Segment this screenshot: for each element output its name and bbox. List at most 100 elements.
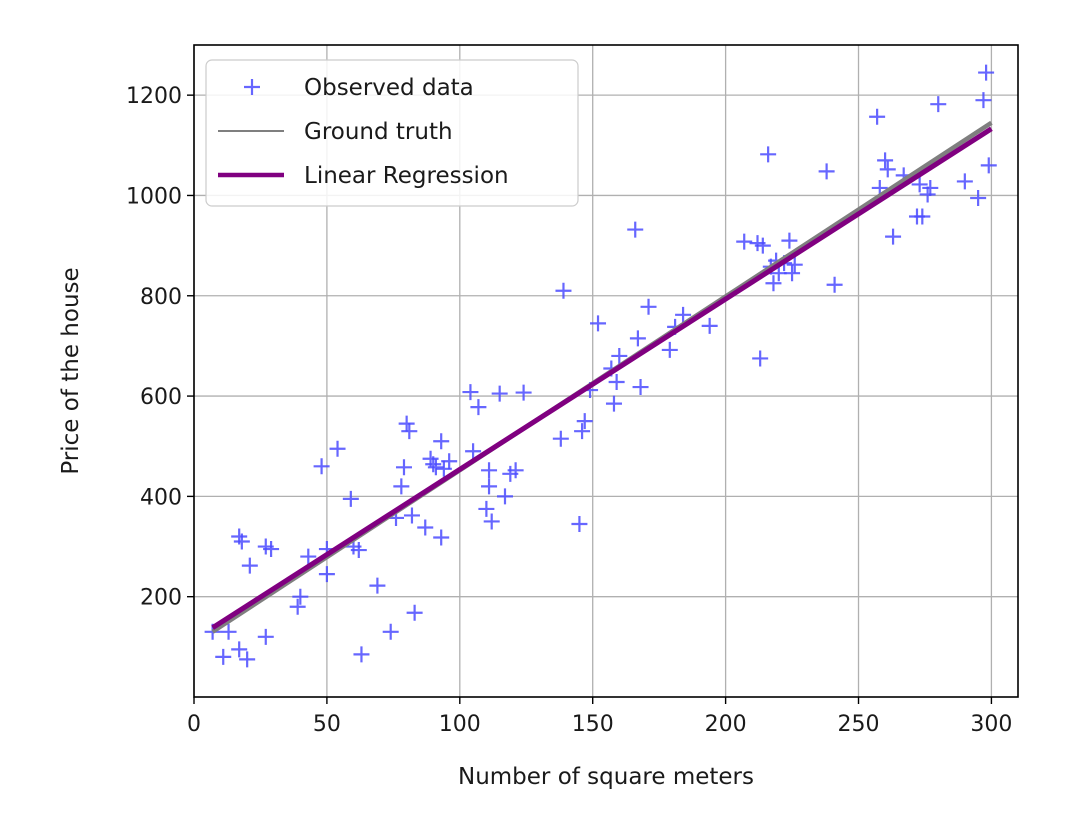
data-point	[826, 276, 843, 293]
data-point	[627, 221, 644, 238]
data-point	[555, 282, 572, 299]
data-point	[576, 413, 593, 430]
data-point	[382, 623, 399, 640]
data-point	[877, 152, 894, 169]
data-point	[350, 542, 367, 559]
data-point	[462, 384, 479, 401]
data-point	[590, 315, 607, 332]
data-point	[433, 529, 450, 546]
y-tick-label: 600	[140, 385, 182, 410]
data-point	[313, 458, 330, 475]
data-point	[605, 395, 622, 412]
data-point	[231, 641, 248, 658]
data-point	[914, 208, 931, 225]
data-point	[760, 146, 777, 163]
data-point	[784, 265, 801, 282]
data-point	[369, 577, 386, 594]
data-point	[818, 163, 835, 180]
data-point	[215, 648, 232, 665]
data-point	[329, 440, 346, 457]
data-point	[552, 430, 569, 447]
data-point	[640, 298, 657, 315]
legend-label: Linear Regression	[304, 163, 509, 189]
x-tick-label: 250	[838, 712, 880, 737]
y-axis-label: Price of the house	[58, 267, 84, 474]
data-point	[406, 604, 423, 621]
data-point	[754, 237, 771, 254]
data-point	[885, 228, 902, 245]
y-tick-label: 1000	[126, 184, 182, 209]
data-point	[478, 500, 495, 517]
data-point	[353, 646, 370, 663]
data-point	[701, 317, 718, 334]
data-point	[970, 189, 987, 206]
data-point	[980, 157, 997, 174]
legend-marker-observed	[244, 79, 260, 95]
data-point	[786, 256, 803, 273]
data-point	[481, 462, 498, 479]
data-point	[675, 306, 692, 323]
data-point	[752, 350, 769, 367]
x-tick-label: 100	[439, 712, 481, 737]
data-point	[395, 459, 412, 476]
data-point	[257, 628, 274, 645]
data-point	[233, 533, 250, 550]
data-point	[911, 176, 928, 193]
data-point	[481, 478, 498, 495]
data-point	[403, 507, 420, 524]
data-point	[427, 459, 444, 476]
data-point	[930, 96, 947, 113]
data-point	[342, 490, 359, 507]
data-point	[393, 478, 410, 495]
x-axis-label: Number of square meters	[458, 764, 754, 790]
x-tick-label: 150	[572, 712, 614, 737]
data-point	[401, 423, 418, 440]
data-point	[425, 456, 442, 473]
data-point	[441, 453, 458, 470]
legend-box	[205, 59, 579, 207]
data-point	[608, 374, 625, 391]
data-point	[398, 415, 415, 432]
data-point	[483, 513, 500, 530]
data-point	[433, 433, 450, 450]
data-point	[470, 399, 487, 416]
data-point	[318, 566, 335, 583]
data-point	[781, 232, 798, 249]
plot-frame	[193, 44, 1019, 698]
data-point	[496, 488, 513, 505]
data-point	[507, 462, 524, 479]
y-tick-label: 400	[140, 485, 182, 510]
data-point	[956, 173, 973, 190]
x-tick-label: 0	[187, 712, 201, 737]
data-point	[879, 161, 896, 178]
data-point	[922, 179, 939, 196]
data-point	[611, 347, 628, 364]
legend-label: Observed data	[304, 75, 474, 101]
data-point	[465, 443, 482, 460]
data-point	[869, 108, 886, 125]
data-point	[263, 541, 280, 558]
y-tick-label: 200	[140, 586, 182, 611]
legend: Observed data Ground truth Linear Regressi…	[205, 59, 579, 207]
data-point	[239, 651, 256, 668]
data-point	[220, 623, 237, 640]
x-tick-label: 300	[970, 712, 1012, 737]
data-point	[292, 588, 309, 605]
regression-line	[211, 126, 993, 630]
plot-data	[204, 64, 997, 668]
data-point	[300, 548, 317, 565]
data-point	[765, 275, 782, 292]
data-point	[978, 64, 995, 81]
data-point	[632, 379, 649, 396]
data-point	[289, 598, 306, 615]
data-point	[574, 423, 591, 440]
data-point	[571, 515, 588, 532]
data-point	[241, 557, 258, 574]
data-point	[515, 384, 532, 401]
data-point	[919, 186, 936, 203]
legend-label: Ground truth	[304, 119, 453, 145]
y-tick-label: 800	[140, 285, 182, 310]
axis-ticks: 0 50 100 150 200 250 300 200 400 600 800 1000 1200	[126, 84, 1012, 737]
